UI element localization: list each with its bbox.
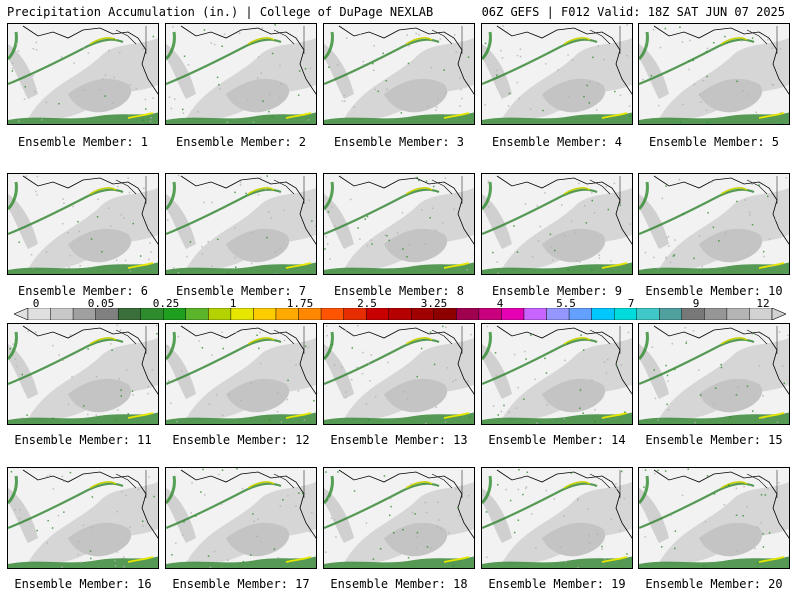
ensemble-member-map-13[interactable] — [323, 323, 475, 425]
colorbar-bin — [185, 308, 209, 320]
ensemble-member-map-9[interactable] — [481, 173, 633, 275]
ensemble-member-label: Ensemble Member: 9 — [491, 284, 623, 298]
colorbar-bin — [163, 308, 187, 320]
colorbar-tick-label: 0.25 — [153, 297, 180, 309]
colorbar-bin — [411, 308, 435, 320]
ensemble-member-map-8[interactable] — [323, 173, 475, 275]
colorbar-bin — [659, 308, 683, 320]
colorbar-bin — [253, 308, 277, 320]
ensemble-member-label: Ensemble Member: 18 — [330, 577, 468, 591]
colorbar-bin — [456, 308, 480, 320]
ensemble-member-label: Ensemble Member: 10 — [645, 284, 783, 298]
ensemble-member-map-18[interactable] — [323, 467, 475, 569]
ensemble-member-label: Ensemble Member: 14 — [488, 433, 626, 447]
ensemble-member-map-5[interactable] — [638, 23, 790, 125]
colorbar-bin — [365, 308, 389, 320]
ensemble-member-label: Ensemble Member: 15 — [645, 433, 783, 447]
ensemble-member-label: Ensemble Member: 20 — [645, 577, 783, 591]
colorbar-max-arrow — [771, 308, 786, 320]
colorbar-bin — [230, 308, 254, 320]
colorbar-tick-label: 12 — [756, 297, 769, 309]
colorbar-bin — [50, 308, 74, 320]
colorbar-bin — [546, 308, 570, 320]
ensemble-member-label: Ensemble Member: 4 — [491, 135, 623, 149]
ensemble-member-map-14[interactable] — [481, 323, 633, 425]
colorbar-bin — [726, 308, 750, 320]
ensemble-member-map-1[interactable] — [7, 23, 159, 125]
ensemble-member-map-7[interactable] — [165, 173, 317, 275]
ensemble-member-label: Ensemble Member: 12 — [172, 433, 310, 447]
ensemble-member-label: Ensemble Member: 7 — [175, 284, 307, 298]
colorbar-tick-label: 1 — [230, 297, 237, 309]
ensemble-member-map-4[interactable] — [481, 23, 633, 125]
ensemble-member-label: Ensemble Member: 16 — [14, 577, 152, 591]
colorbar-tick-label: 4 — [497, 297, 504, 309]
colorbar-bin — [568, 308, 592, 320]
colorbar-bin — [749, 308, 773, 320]
ensemble-member-map-17[interactable] — [165, 467, 317, 569]
colorbar-tick-label: 0.05 — [88, 297, 115, 309]
ensemble-member-label: Ensemble Member: 19 — [488, 577, 626, 591]
ensemble-member-map-15[interactable] — [638, 323, 790, 425]
ensemble-member-label: Ensemble Member: 6 — [17, 284, 149, 298]
colorbar-min-arrow — [14, 308, 29, 320]
colorbar-bin — [117, 308, 141, 320]
colorbar-bin — [704, 308, 728, 320]
colorbar-bin — [275, 308, 299, 320]
colorbar-bin — [478, 308, 502, 320]
colorbar-tick-label: 3.25 — [421, 297, 448, 309]
colorbar-tick-label: 0 — [33, 297, 40, 309]
colorbar-tick-label: 9 — [693, 297, 700, 309]
colorbar-tick-label: 1.75 — [287, 297, 314, 309]
colorbar-bin — [343, 308, 367, 320]
colorbar-bin — [95, 308, 119, 320]
ensemble-member-map-10[interactable] — [638, 173, 790, 275]
colorbar-bin — [501, 308, 525, 320]
ensemble-member-label: Ensemble Member: 17 — [172, 577, 310, 591]
colorbar-tick-label: 2.5 — [357, 297, 377, 309]
ensemble-member-map-11[interactable] — [7, 323, 159, 425]
colorbar-bin — [613, 308, 637, 320]
ensemble-member-label: Ensemble Member: 5 — [648, 135, 780, 149]
colorbar-bin — [208, 308, 232, 320]
colorbar-tick-label: 7 — [628, 297, 635, 309]
ensemble-member-map-3[interactable] — [323, 23, 475, 125]
colorbar-bin — [72, 308, 96, 320]
ensemble-member-label: Ensemble Member: 1 — [17, 135, 149, 149]
ensemble-member-label: Ensemble Member: 8 — [333, 284, 465, 298]
ensemble-member-map-12[interactable] — [165, 323, 317, 425]
colorbar-bin — [591, 308, 615, 320]
colorbar-tick-label: 5.5 — [556, 297, 576, 309]
colorbar-tick-labels: 0 0.05 0.25 1 1.75 2.5 3.25 4 5.5 7 9 12 — [33, 297, 770, 309]
ensemble-member-map-2[interactable] — [165, 23, 317, 125]
ensemble-member-label: Ensemble Member: 11 — [14, 433, 152, 447]
ensemble-member-map-16[interactable] — [7, 467, 159, 569]
colorbar-bin — [388, 308, 412, 320]
map-title: Precipitation Accumulation (in.) | Colle… — [7, 5, 434, 19]
colorbar-bin — [523, 308, 547, 320]
colorbar-bin — [140, 308, 164, 320]
colorbar-bin — [320, 308, 344, 320]
ensemble-member-label: Ensemble Member: 3 — [333, 135, 465, 149]
colorbar-bin — [681, 308, 705, 320]
colorbar-bin — [298, 308, 322, 320]
ensemble-member-label: Ensemble Member: 2 — [175, 135, 307, 149]
colorbar-bin — [636, 308, 660, 320]
ensemble-member-label: Ensemble Member: 13 — [330, 433, 468, 447]
colorbar-bin — [27, 308, 51, 320]
ensemble-member-map-20[interactable] — [638, 467, 790, 569]
ensemble-member-map-6[interactable] — [7, 173, 159, 275]
precipitation-colorbar — [14, 308, 786, 320]
model-run-info: 06Z GEFS | F012 Valid: 18Z SAT JUN 07 20… — [481, 5, 785, 19]
ensemble-member-map-19[interactable] — [481, 467, 633, 569]
colorbar-bin — [433, 308, 457, 320]
